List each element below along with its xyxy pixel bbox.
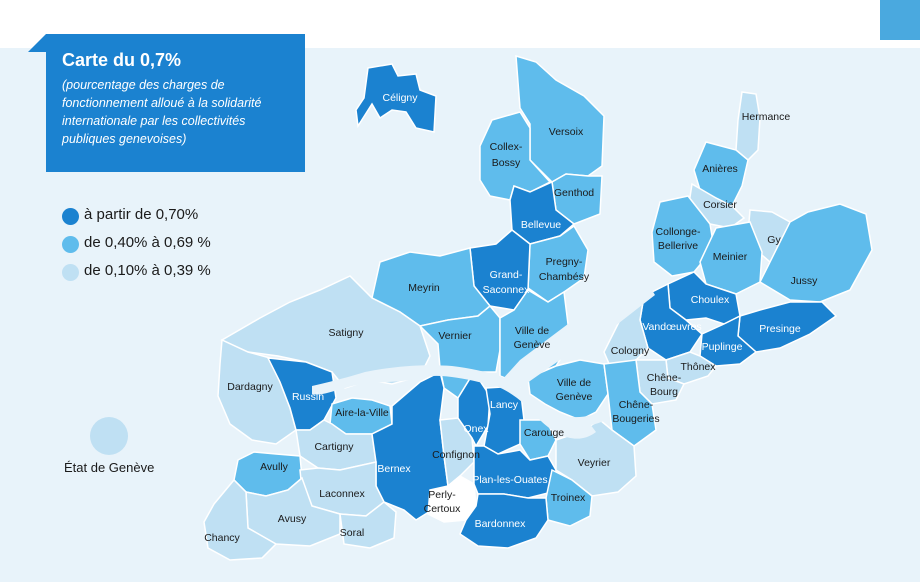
legend-label-medium: de 0,40% à 0,69 % [84, 234, 211, 251]
label-vernier: Vernier [438, 330, 472, 342]
commune-bardonnex [459, 493, 549, 549]
label-bernex: Bernex [377, 463, 411, 475]
commune-pregny-chambesy [527, 224, 589, 303]
legend-dot-high [62, 208, 79, 225]
label-chene-bourg: Chêne-Bourg [647, 372, 682, 398]
label-chene-bougeries: Chêne-Bougeries [612, 399, 659, 425]
label-anieres: Anières [702, 163, 738, 175]
commune-celigny [355, 63, 437, 133]
label-gy: Gy [767, 234, 781, 246]
label-cartigny: Cartigny [314, 441, 354, 453]
label-choulex: Choulex [691, 294, 730, 306]
label-plan-les-ouates: Plan-les-Ouates [472, 474, 547, 486]
commune-soral [339, 501, 397, 549]
label-avusy: Avusy [278, 513, 307, 525]
commune-chene-bougeries [603, 359, 657, 447]
legend-dot-low [62, 264, 79, 281]
state-label: État de Genève [64, 460, 155, 475]
label-grand-saconnex: Grand-Saconnex [483, 269, 530, 296]
label-laconnex: Laconnex [319, 488, 365, 500]
map-title: Carte du 0,7% [62, 50, 182, 70]
label-meyrin: Meyrin [408, 282, 440, 294]
river [312, 365, 596, 439]
label-cologny: Cologny [611, 345, 650, 357]
label-thonex: Thônex [680, 361, 716, 373]
state-dot [90, 417, 128, 455]
label-veyrier: Veyrier [578, 457, 611, 469]
label-meinier: Meinier [713, 251, 748, 263]
label-genthod: Genthod [554, 187, 594, 199]
label-perly-certoux: Perly-Certoux [424, 489, 462, 515]
label-satigny: Satigny [328, 327, 364, 339]
label-celigny: Céligny [382, 92, 418, 104]
label-vandoeuvres: Vandœuvres [642, 321, 701, 333]
label-avully: Avully [260, 461, 289, 473]
label-troinex: Troinex [551, 492, 586, 504]
label-dardagny: Dardagny [227, 381, 273, 393]
label-confignon: Confignon [432, 449, 480, 461]
legend-dot-medium [62, 236, 79, 253]
label-collonge-bellerive: Collonge-Bellerive [656, 226, 701, 252]
corner-accent [880, 0, 920, 40]
label-aire-la-ville: Aire-la-Ville [335, 407, 389, 419]
label-versoix: Versoix [549, 126, 584, 138]
commune-dardagny [217, 338, 297, 445]
label-bellevue: Bellevue [521, 219, 561, 231]
river-arve [546, 410, 610, 427]
label-ville-de-geneve: Ville de Genève [514, 325, 551, 351]
title-box [46, 34, 305, 172]
map-subtitle: (pourcentage des charges de fonctionneme… [62, 78, 262, 146]
label-collex-bossy: Collex-Bossy [490, 141, 523, 169]
label-hermance: Hermance [742, 111, 791, 123]
commune-hermance [735, 91, 761, 162]
title-notch [28, 34, 46, 52]
label-onex: Onex [463, 423, 489, 435]
label-russin: Russin [292, 391, 324, 403]
lake [500, 270, 655, 388]
legend-label-high: à partir de 0,70% [84, 206, 199, 223]
label-soral: Soral [340, 527, 365, 539]
label-corsier: Corsier [703, 199, 737, 211]
label-pregny-chambesy: Pregny-Chambésy [539, 256, 590, 283]
label-puplinge: Puplinge [702, 341, 743, 353]
label-ville-de-geneve-rive-gauche: Ville de Genève [556, 377, 593, 403]
label-bardonnex: Bardonnex [475, 518, 527, 530]
commune-meinier [699, 221, 763, 295]
label-jussy: Jussy [791, 275, 819, 287]
label-chancy: Chancy [204, 532, 240, 544]
label-presinge: Presinge [759, 323, 801, 335]
label-lancy: Lancy [490, 399, 519, 411]
commune-chancy [203, 478, 278, 561]
label-carouge: Carouge [524, 427, 564, 439]
commune-jussy [759, 203, 873, 303]
commune-ville-de-geneve-rive-gauche [527, 359, 609, 421]
legend-label-low: de 0,10% à 0,39 % [84, 262, 211, 279]
